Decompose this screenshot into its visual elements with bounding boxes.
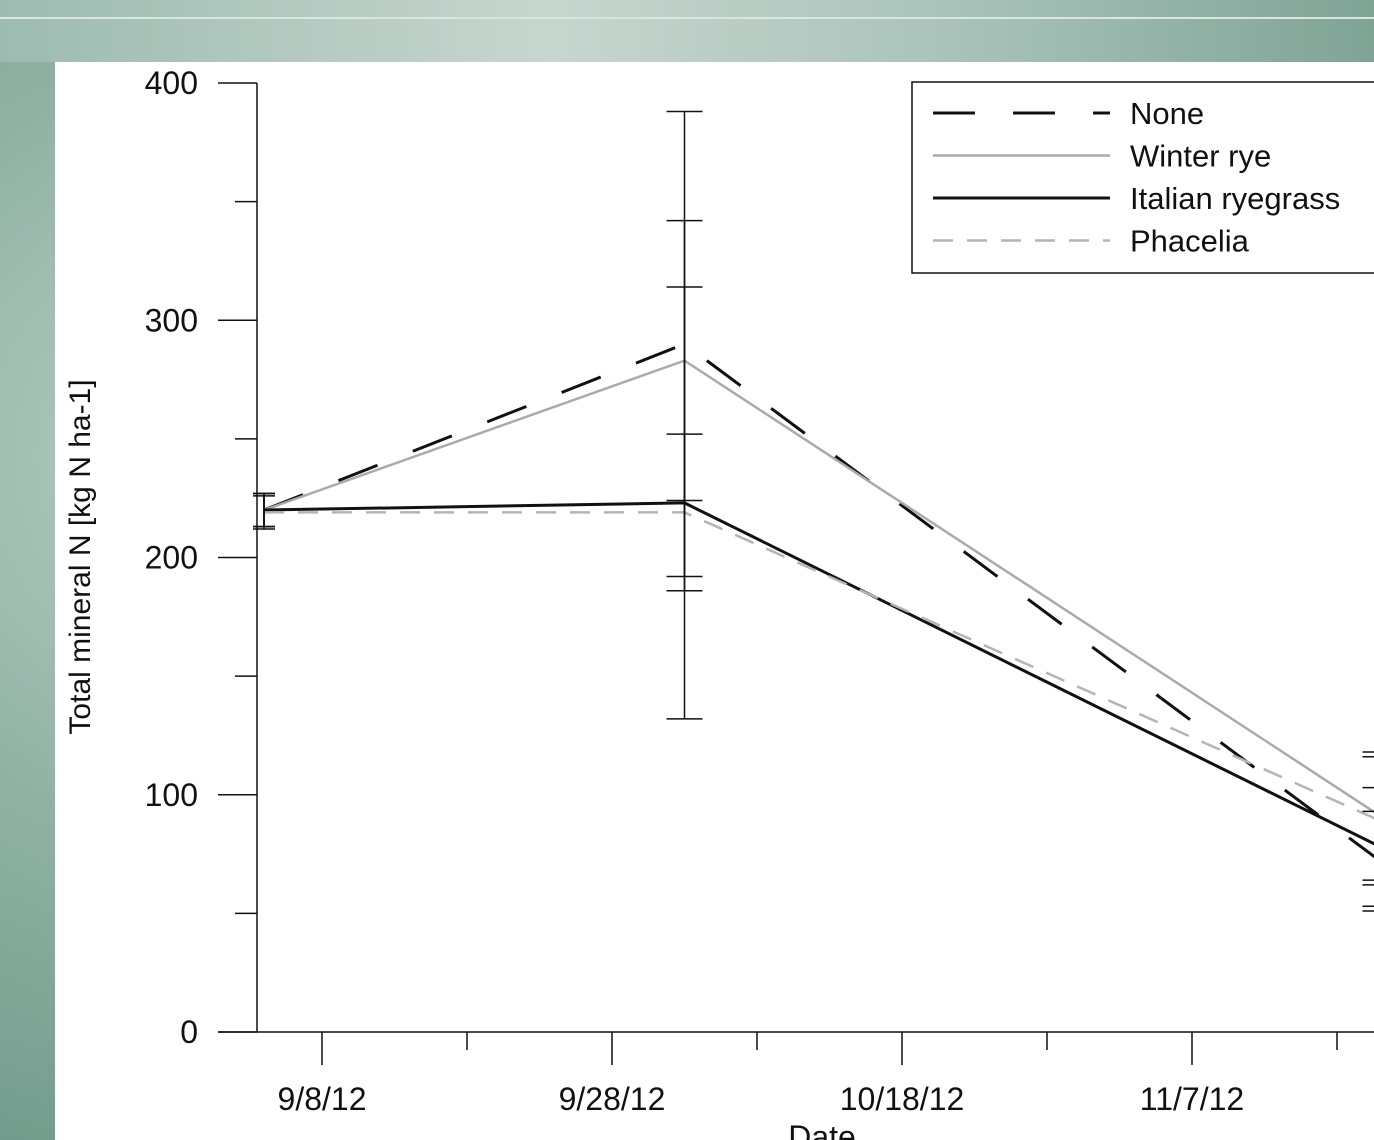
x-tick-label: 9/28/12 <box>559 1081 666 1117</box>
background <box>0 0 1374 62</box>
y-tick-label: 300 <box>145 302 198 338</box>
series-line <box>264 511 1374 820</box>
y-axis-label: Total mineral N [kg N ha-1] <box>64 379 97 734</box>
y-tick-label: 200 <box>145 540 198 576</box>
legend-label: Italian ryegrass <box>1130 181 1340 216</box>
error-bar <box>1362 756 1374 886</box>
series-line <box>263 501 1374 846</box>
legend-box <box>911 81 1374 274</box>
legend-label: Phacelia <box>1130 224 1250 259</box>
y-tick-label: 400 <box>145 65 198 101</box>
x-tick-label: 9/8/12 <box>278 1081 367 1117</box>
series-line <box>263 359 1374 814</box>
background-line <box>0 17 1374 19</box>
error-bar <box>1362 810 1374 912</box>
error-bar <box>1362 786 1374 908</box>
x-axis-label: Date <box>788 1119 856 1140</box>
error-bar <box>666 433 703 592</box>
y-tick-label: 100 <box>145 777 198 813</box>
x-tick-label: 10/18/12 <box>840 1081 965 1117</box>
legend-label: None <box>1130 96 1204 131</box>
error-bar <box>253 495 275 530</box>
error-bar <box>1362 751 1374 881</box>
y-tick-label: 0 <box>180 1014 198 1050</box>
legend-label: Winter rye <box>1130 139 1271 174</box>
series-line <box>263 342 1374 859</box>
x-tick-label: 11/7/12 <box>1140 1081 1244 1117</box>
